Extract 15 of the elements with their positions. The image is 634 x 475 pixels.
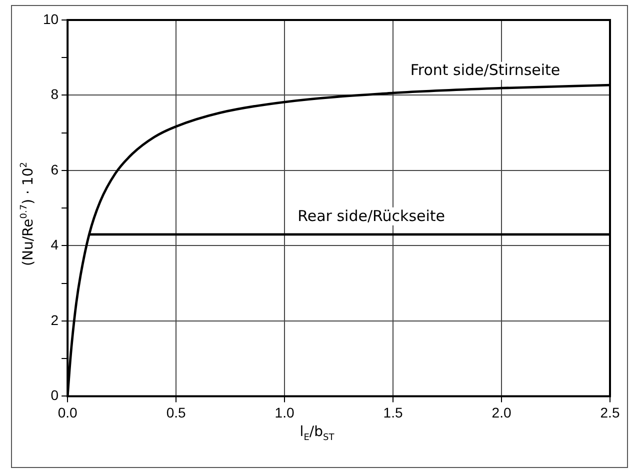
x-tick-label: 1.0 — [274, 404, 294, 420]
series-label: Rear side/Rückseite — [298, 206, 446, 225]
x-tick-label: 0.0 — [58, 404, 78, 420]
x-tick-label: 2.5 — [600, 404, 620, 420]
y-tick-label: 2 — [50, 312, 59, 328]
y-tick-label: 6 — [50, 161, 59, 178]
x-tick-label: 1.5 — [383, 404, 403, 420]
y-tick-label: 4 — [50, 236, 59, 253]
y-tick-label: 0 — [50, 387, 59, 404]
series-label: Front side/Stirnseite — [410, 61, 560, 80]
x-axis-title: l$_{E}$/b$_{ST}$ — [298, 424, 336, 443]
y-tick-label: 8 — [50, 86, 59, 102]
x-tick-label: 0.5 — [166, 404, 186, 420]
x-tick-label: 2.0 — [492, 404, 512, 420]
y-tick-label: 10 — [42, 10, 59, 27]
